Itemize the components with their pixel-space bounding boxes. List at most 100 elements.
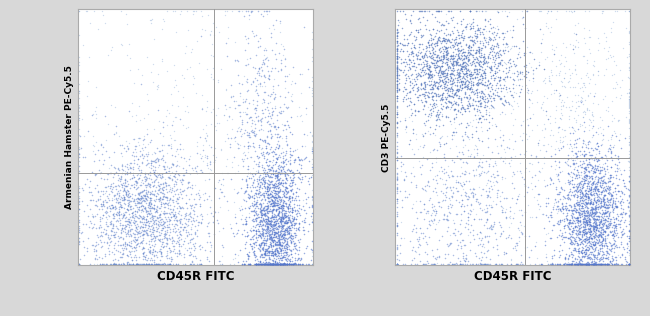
Point	[122, 228, 133, 233]
Point	[262, 247, 272, 252]
Point	[562, 217, 572, 222]
Point	[181, 104, 192, 109]
Point	[274, 237, 285, 242]
Point	[255, 64, 266, 69]
Point	[592, 159, 602, 164]
Point	[607, 112, 618, 118]
Point	[246, 234, 257, 239]
Point	[468, 233, 478, 238]
Point	[142, 262, 152, 267]
Point	[234, 8, 244, 13]
Point	[391, 72, 402, 77]
Point	[271, 202, 281, 207]
Point	[573, 247, 583, 252]
Point	[115, 221, 125, 226]
Point	[571, 174, 582, 179]
Point	[151, 262, 162, 267]
Point	[111, 262, 121, 267]
Point	[276, 179, 286, 185]
Point	[230, 212, 240, 217]
Point	[276, 262, 287, 267]
Point	[402, 61, 412, 66]
Point	[274, 236, 284, 241]
Point	[555, 134, 566, 139]
Point	[121, 192, 131, 197]
Point	[281, 262, 291, 267]
Point	[122, 178, 132, 183]
Point	[564, 202, 575, 207]
Point	[572, 185, 582, 191]
Point	[146, 176, 156, 181]
Point	[587, 176, 597, 181]
Point	[122, 169, 132, 174]
Point	[417, 54, 427, 59]
Point	[266, 193, 277, 198]
Point	[280, 171, 291, 176]
Point	[156, 262, 166, 267]
Point	[161, 211, 171, 216]
Point	[506, 93, 517, 98]
Point	[118, 197, 129, 202]
Point	[121, 190, 131, 195]
Point	[484, 189, 495, 194]
Point	[590, 169, 601, 174]
Point	[290, 208, 300, 213]
Point	[450, 91, 461, 96]
Point	[490, 179, 501, 184]
Point	[270, 189, 280, 194]
Point	[136, 195, 147, 200]
Point	[136, 196, 146, 201]
Point	[580, 142, 591, 147]
Point	[392, 61, 402, 66]
Point	[489, 105, 499, 110]
Point	[554, 206, 565, 211]
Point	[581, 175, 592, 180]
Point	[578, 101, 588, 106]
Point	[579, 210, 590, 215]
Point	[481, 203, 491, 208]
Point	[448, 190, 458, 195]
Point	[449, 79, 460, 84]
Point	[259, 97, 269, 102]
Point	[279, 246, 289, 251]
Point	[591, 226, 601, 231]
Point	[171, 217, 181, 222]
Point	[261, 206, 271, 211]
Point	[564, 78, 575, 83]
Point	[590, 219, 601, 224]
Point	[211, 25, 222, 30]
Point	[600, 240, 610, 245]
Point	[583, 197, 593, 202]
Point	[447, 262, 458, 267]
Point	[391, 26, 402, 31]
Point	[602, 196, 612, 201]
Point	[277, 262, 287, 267]
Point	[254, 128, 265, 133]
Point	[259, 262, 269, 267]
Point	[169, 243, 179, 248]
Point	[94, 226, 104, 231]
Point	[88, 149, 98, 154]
Point	[575, 190, 586, 195]
Point	[439, 99, 450, 104]
Point	[135, 135, 146, 140]
Point	[599, 228, 609, 233]
Point	[196, 167, 207, 172]
Point	[413, 62, 423, 67]
Point	[506, 221, 517, 226]
Point	[597, 208, 607, 213]
Point	[206, 71, 216, 76]
Point	[263, 177, 274, 182]
Point	[244, 249, 254, 254]
Point	[170, 215, 181, 220]
Point	[273, 233, 283, 238]
Point	[118, 213, 129, 218]
Point	[99, 21, 110, 26]
Point	[596, 230, 606, 235]
Point	[169, 173, 179, 179]
Point	[577, 203, 587, 208]
Point	[272, 142, 282, 147]
Point	[453, 96, 463, 101]
Point	[127, 153, 137, 158]
Point	[392, 214, 402, 219]
